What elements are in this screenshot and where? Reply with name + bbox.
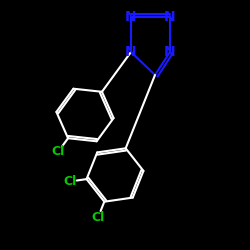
Text: N: N [164,10,176,24]
Text: Cl: Cl [63,175,76,188]
Text: Cl: Cl [92,211,105,224]
Text: N: N [164,45,176,59]
Text: N: N [125,10,137,24]
Text: Cl: Cl [52,145,65,158]
Text: N: N [125,45,137,59]
